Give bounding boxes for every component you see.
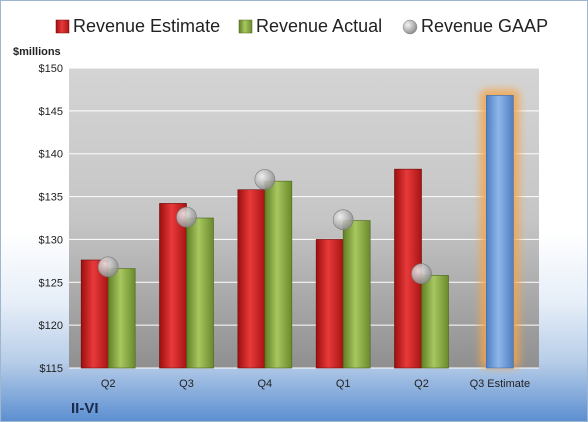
x-tick-label: Q2 <box>101 378 116 390</box>
bar-revenue-actual <box>107 268 136 369</box>
y-unit-label: $millions <box>13 46 61 58</box>
x-tick-label: Q2 <box>414 378 429 390</box>
y-tick-label: $120 <box>39 320 63 332</box>
y-tick-label: $130 <box>39 234 63 246</box>
x-tick-label: Q4 <box>257 378 272 390</box>
x-tick-label: Q3 Estimate <box>470 378 531 390</box>
bar-revenue-actual <box>342 220 371 369</box>
marker-revenue-gaap <box>176 206 197 228</box>
y-tick-label: $150 <box>39 63 63 75</box>
bar-revenue-forecast <box>486 95 514 369</box>
bar-revenue-actual <box>186 217 214 369</box>
legend-label-actual: Revenue Actual <box>256 16 382 36</box>
x-axis-ticks: Q2 Q3 Q4 Q1 Q2 Q3 Estimate <box>101 378 530 390</box>
marker-revenue-gaap <box>254 169 276 190</box>
marker-revenue-gaap <box>332 209 354 231</box>
legend: Revenue Estimate Revenue Actual Revenue … <box>55 16 548 36</box>
bar-revenue-estimate <box>237 189 266 369</box>
legend-marker-gaap <box>402 19 418 35</box>
legend-swatch-estimate <box>55 19 70 34</box>
y-tick-label: $135 <box>39 192 63 204</box>
legend-item-revenue-estimate: Revenue Estimate <box>55 16 220 36</box>
legend-item-revenue-gaap: Revenue GAAP <box>402 16 548 36</box>
legend-label-estimate: Revenue Estimate <box>73 16 220 36</box>
y-tick-label: $125 <box>39 277 63 289</box>
legend-label-gaap: Revenue GAAP <box>421 16 548 36</box>
legend-item-revenue-actual: Revenue Actual <box>238 16 382 36</box>
bar-revenue-estimate <box>315 239 344 369</box>
y-tick-label: $140 <box>39 149 63 161</box>
x-tick-label: Q1 <box>336 378 351 390</box>
bars <box>80 89 520 369</box>
legend-swatch-actual <box>238 19 253 34</box>
y-axis-ticks: $115 $120 $125 $130 $135 $140 $145 $150 <box>39 63 63 375</box>
marker-revenue-gaap <box>97 256 119 278</box>
marker-revenue-gaap <box>411 263 432 285</box>
y-tick-label: $145 <box>39 106 63 118</box>
bar-revenue-actual <box>264 180 293 369</box>
bar-revenue-estimate <box>159 203 187 369</box>
y-tick-label: $115 <box>39 363 63 375</box>
company-name: II-VI <box>71 400 99 417</box>
bar-revenue-actual <box>421 275 449 369</box>
x-tick-label: Q3 <box>179 378 194 390</box>
gaap-markers <box>97 169 432 285</box>
bar-revenue-estimate <box>80 259 109 369</box>
plot-area <box>69 68 539 368</box>
gridlines <box>69 67 539 369</box>
